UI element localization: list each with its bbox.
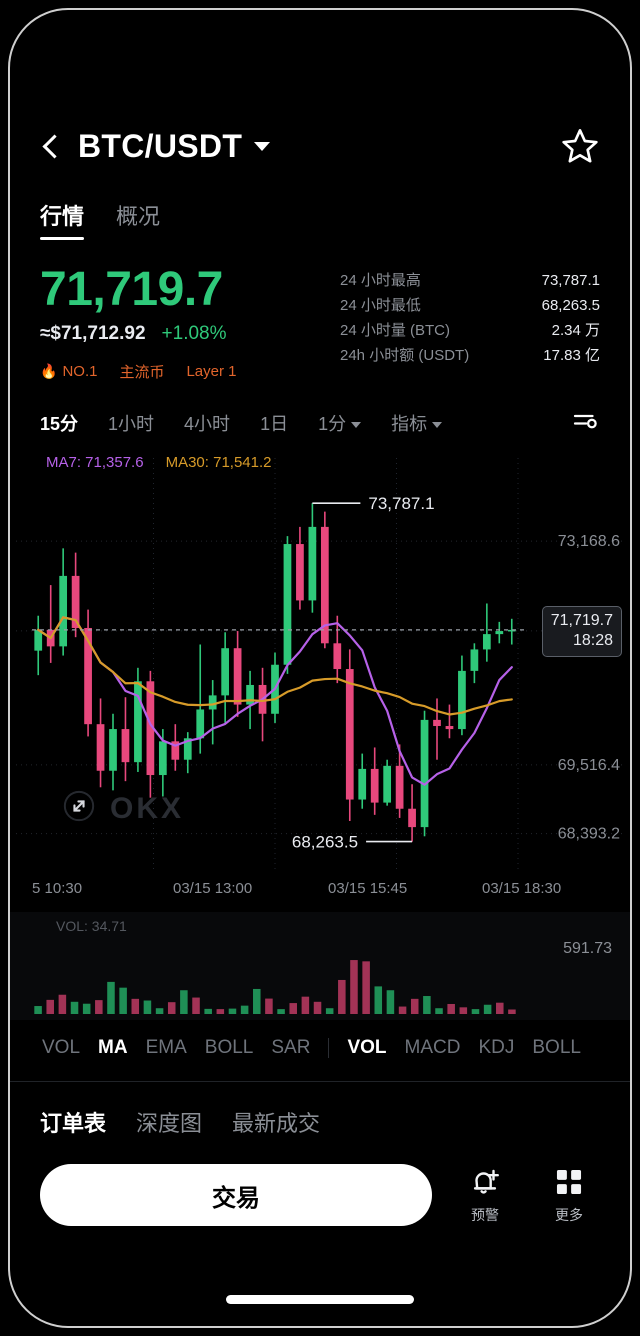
trade-button[interactable]: 交易 bbox=[40, 1164, 432, 1227]
tab-market[interactable]: 行情 bbox=[40, 199, 85, 240]
chip-kdj[interactable]: KDJ bbox=[478, 1037, 515, 1059]
section-divider bbox=[10, 1081, 630, 1083]
grid-icon bbox=[556, 1170, 582, 1195]
action-bar: 交易 预警 更多 bbox=[40, 1164, 600, 1227]
last-price: 71,719.7 bbox=[40, 263, 223, 316]
chart-time-axis: 5 10:30 03/15 13:00 03/15 15:45 03/15 18… bbox=[10, 880, 630, 910]
chip-sar[interactable]: SAR bbox=[271, 1037, 311, 1059]
tag-layer1[interactable]: Layer 1 bbox=[186, 363, 237, 381]
svg-text:69,516.4: 69,516.4 bbox=[558, 757, 620, 774]
indicator-chips: VOL MA EMA BOLL SAR VOL MACD KDJ BOLL bbox=[40, 1037, 600, 1059]
phone-frame: BTC/USDT 行情 概况 71,719.7 ≈$71,712.92 +1.0… bbox=[8, 8, 632, 1328]
home-indicator bbox=[226, 1295, 414, 1304]
volume-max-label: 591.73 bbox=[563, 940, 612, 958]
indicator-dropdown-label: 指标 bbox=[391, 414, 428, 435]
chip-ema[interactable]: EMA bbox=[145, 1037, 187, 1059]
tab-overview[interactable]: 概况 bbox=[116, 204, 161, 229]
svg-text:68,393.2: 68,393.2 bbox=[558, 826, 620, 843]
stat-label: 24h 小时额 (USDT) bbox=[340, 347, 470, 364]
tab-orderbook[interactable]: 订单表 bbox=[40, 1111, 107, 1137]
svg-text:73,787.1: 73,787.1 bbox=[368, 494, 434, 513]
chart-settings-icon[interactable] bbox=[570, 406, 600, 441]
timeframe-1h[interactable]: 1小时 bbox=[108, 414, 155, 435]
tag-mainstream[interactable]: 主流币 bbox=[119, 364, 165, 382]
chevron-down-icon[interactable] bbox=[254, 141, 271, 151]
stat-value: 17.83 亿 bbox=[543, 347, 600, 364]
tab-depth-chart[interactable]: 深度图 bbox=[136, 1111, 203, 1137]
current-price-tag: 71,719.7 18:28 bbox=[541, 606, 622, 658]
stat-label: 24 小时量 (BTC) bbox=[340, 322, 451, 339]
timeframe-1d[interactable]: 1日 bbox=[260, 414, 289, 435]
chip-separator bbox=[328, 1038, 330, 1059]
time-tick: 03/15 13:00 bbox=[173, 880, 253, 898]
price-secondary: ≈$71,712.92 +1.08% bbox=[40, 323, 340, 345]
fiat-price: ≈$71,712.92 bbox=[40, 323, 146, 345]
alert-label: 预警 bbox=[471, 1207, 499, 1224]
stat-value: 73,787.1 bbox=[541, 272, 600, 289]
chevron-down-icon bbox=[432, 422, 443, 429]
tag-rank[interactable]: 🔥 NO.1 bbox=[40, 363, 97, 380]
time-tick: 03/15 18:30 bbox=[482, 880, 562, 898]
section-tabs: 行情 概况 bbox=[40, 199, 600, 240]
token-tags: 🔥 NO.1 主流币 Layer 1 bbox=[40, 361, 340, 382]
app-screen: BTC/USDT 行情 概况 71,719.7 ≈$71,712.92 +1.0… bbox=[10, 10, 630, 1326]
time-tick: 03/15 15:45 bbox=[328, 880, 408, 898]
chip-boll-sub[interactable]: BOLL bbox=[532, 1037, 581, 1059]
price-change-percent: +1.08% bbox=[161, 323, 227, 345]
stat-value: 68,263.5 bbox=[541, 297, 600, 314]
stat-row: 24 小时量 (BTC) 2.34 万 bbox=[340, 318, 600, 343]
chip-macd[interactable]: MACD bbox=[404, 1037, 461, 1059]
stat-row: 24 小时最低 68,263.5 bbox=[340, 293, 600, 318]
timeframe-more-dropdown[interactable]: 1分 bbox=[318, 410, 362, 436]
candlestick-chart[interactable]: MA7: 71,357.6 MA30: 71,541.2 73,168.671,… bbox=[10, 450, 630, 880]
chip-boll-main[interactable]: BOLL bbox=[204, 1037, 254, 1059]
svg-text:68,263.5: 68,263.5 bbox=[292, 833, 358, 852]
chip-vol-sub[interactable]: VOL bbox=[347, 1037, 387, 1059]
stat-label: 24 小时最高 bbox=[340, 272, 421, 289]
timeframe-15m[interactable]: 15分 bbox=[40, 414, 79, 435]
more-button[interactable]: 更多 bbox=[538, 1165, 600, 1225]
chip-ma[interactable]: MA bbox=[98, 1037, 128, 1059]
timeframe-more-label: 1分 bbox=[318, 414, 347, 435]
stat-label: 24 小时最低 bbox=[340, 297, 421, 314]
chart-watermark: OKX bbox=[62, 789, 184, 828]
tab-recent-trades[interactable]: 最新成交 bbox=[232, 1111, 321, 1137]
timeframe-4h[interactable]: 4小时 bbox=[184, 414, 231, 435]
alert-button[interactable]: 预警 bbox=[454, 1165, 516, 1225]
star-icon[interactable] bbox=[560, 126, 600, 166]
chevron-left-icon[interactable] bbox=[40, 135, 62, 157]
market-stats: 24 小时最高 73,787.1 24 小时最低 68,263.5 24 小时量… bbox=[340, 262, 600, 382]
bell-plus-icon bbox=[473, 1169, 499, 1194]
stat-value: 2.34 万 bbox=[551, 322, 600, 339]
chip-vol-main[interactable]: VOL bbox=[42, 1037, 81, 1059]
flame-icon: 🔥 bbox=[40, 363, 58, 380]
timeframe-bar: 15分 1小时 4小时 1日 1分 指标 bbox=[40, 406, 600, 440]
price-block: 71,719.7 ≈$71,712.92 +1.08% 🔥 NO.1 主流币 L… bbox=[40, 262, 340, 382]
volume-svg bbox=[10, 912, 630, 1021]
expand-fullscreen-icon[interactable] bbox=[62, 789, 96, 828]
tag-rank-label: NO.1 bbox=[62, 363, 98, 381]
time-tick: 5 10:30 bbox=[32, 880, 83, 898]
okx-watermark: OKX bbox=[110, 791, 185, 825]
current-price-time: 18:28 bbox=[572, 632, 613, 650]
more-label: 更多 bbox=[555, 1207, 583, 1224]
volume-legend: VOL: 34.71 bbox=[56, 918, 127, 935]
page-header: BTC/USDT bbox=[40, 115, 600, 177]
stat-row: 24 小时最高 73,787.1 bbox=[340, 268, 600, 293]
current-price-value: 71,719.7 bbox=[550, 612, 613, 630]
svg-text:73,168.6: 73,168.6 bbox=[558, 533, 620, 550]
page-title: BTC/USDT bbox=[78, 127, 243, 164]
indicator-dropdown[interactable]: 指标 bbox=[391, 410, 443, 436]
stat-row: 24h 小时额 (USDT) 17.83 亿 bbox=[340, 343, 600, 368]
chevron-down-icon bbox=[351, 422, 362, 429]
volume-chart[interactable]: VOL: 34.71 591.73 bbox=[10, 912, 630, 1025]
orderbook-tabs: 订单表 深度图 最新成交 bbox=[40, 1106, 600, 1138]
price-summary: 71,719.7 ≈$71,712.92 +1.08% 🔥 NO.1 主流币 L… bbox=[40, 262, 600, 382]
